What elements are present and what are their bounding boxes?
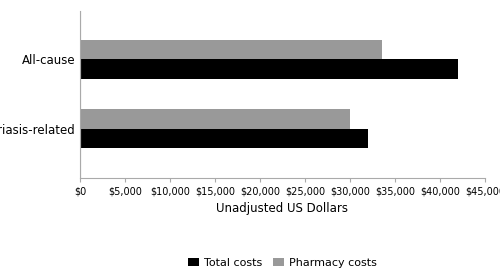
Bar xyxy=(80,129,368,148)
Bar xyxy=(80,59,458,79)
X-axis label: Unadjusted US Dollars: Unadjusted US Dollars xyxy=(216,202,348,215)
Bar xyxy=(80,40,382,59)
Bar xyxy=(80,109,350,129)
Legend: Total costs, Pharmacy costs: Total costs, Pharmacy costs xyxy=(184,253,381,269)
